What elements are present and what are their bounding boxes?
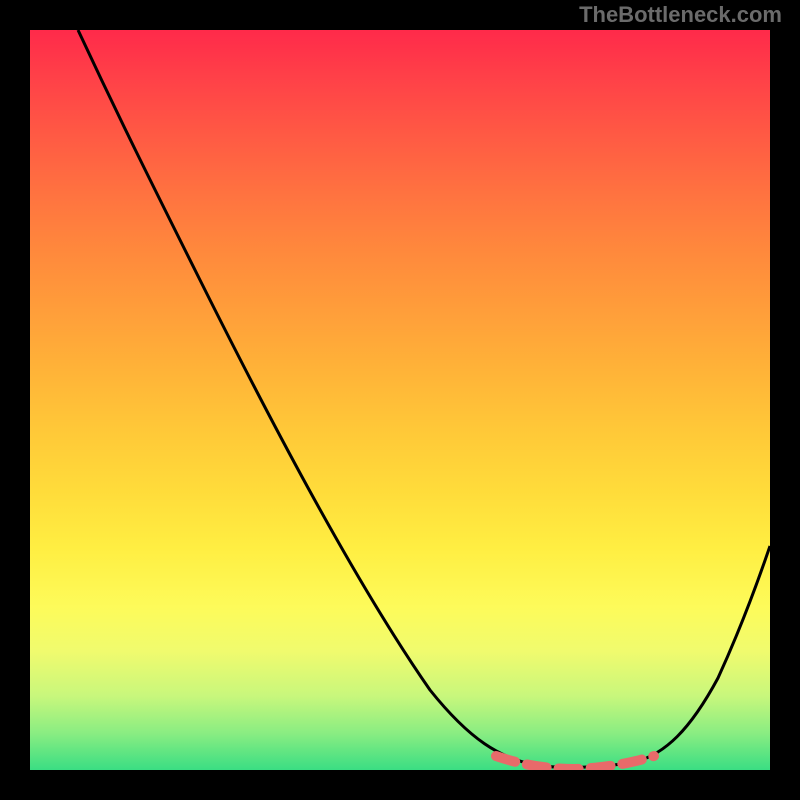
chart-svg [30, 30, 770, 770]
chart-area [30, 30, 770, 770]
highlight-segment [496, 756, 654, 769]
bottleneck-curve [78, 30, 770, 767]
watermark-text: TheBottleneck.com [579, 2, 782, 28]
